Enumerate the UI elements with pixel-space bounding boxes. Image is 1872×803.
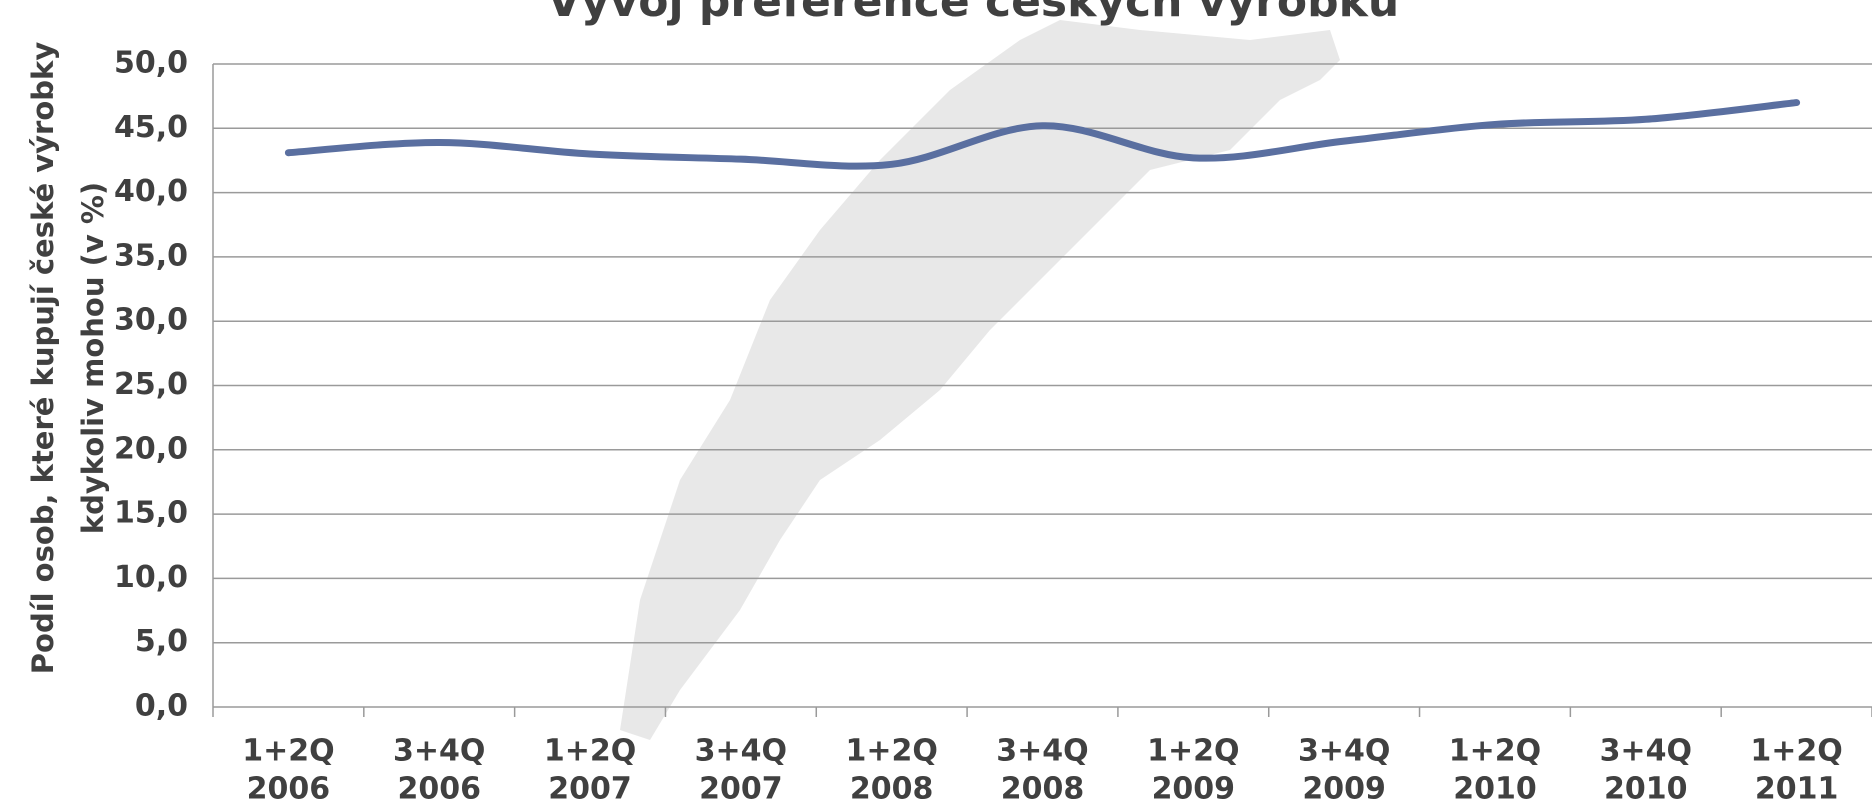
watermark bbox=[620, 20, 1340, 740]
x-tick-label: 2010 bbox=[1453, 772, 1537, 803]
x-tick-label: 2007 bbox=[699, 772, 783, 803]
x-tick-label: 2010 bbox=[1604, 772, 1688, 803]
y-tick-label: 35,0 bbox=[114, 238, 188, 273]
y-tick-label: 45,0 bbox=[114, 110, 188, 145]
x-tick-label: 3+4Q bbox=[1600, 734, 1692, 769]
x-tick-label: 2009 bbox=[1302, 772, 1386, 803]
x-tick-label: 1+2Q bbox=[1449, 734, 1541, 769]
y-tick-label: 50,0 bbox=[114, 46, 188, 81]
data-line bbox=[284, 99, 1801, 170]
x-tick-label: 3+4Q bbox=[996, 734, 1088, 769]
x-tick-label: 1+2Q bbox=[242, 734, 334, 769]
x-tick-label: 2009 bbox=[1152, 772, 1236, 803]
x-tick-label: 2007 bbox=[548, 772, 632, 803]
x-tick-label: 1+2Q bbox=[845, 734, 937, 769]
y-axis-label-line: Podíl osob, které kupují české výrobky bbox=[26, 42, 60, 675]
x-tick-label: 3+4Q bbox=[695, 734, 787, 769]
x-tick-label: 3+4Q bbox=[1298, 734, 1390, 769]
y-tick-label: 20,0 bbox=[114, 431, 188, 466]
x-tick-label: 1+2Q bbox=[1147, 734, 1239, 769]
chart-title: Vývoj preference českých výrobků bbox=[547, 0, 1399, 27]
x-tick-label: 2008 bbox=[1001, 772, 1085, 803]
y-tick-label: 10,0 bbox=[114, 560, 188, 595]
y-tick-label: 25,0 bbox=[114, 367, 188, 402]
y-tick-label: 0,0 bbox=[135, 689, 188, 724]
x-tick-label: 2008 bbox=[850, 772, 934, 803]
x-tick-label: 2011 bbox=[1755, 772, 1839, 803]
x-tick-label: 1+2Q bbox=[544, 734, 636, 769]
x-tick-label: 2006 bbox=[397, 772, 481, 803]
y-tick-label: 30,0 bbox=[114, 303, 188, 338]
y-tick-label: 40,0 bbox=[114, 174, 188, 209]
y-axis-label: Podíl osob, které kupují české výrobky k… bbox=[26, 42, 110, 675]
x-tick-label: 3+4Q bbox=[393, 734, 485, 769]
y-tick-label: 15,0 bbox=[114, 496, 188, 531]
x-tick-label: 2006 bbox=[247, 772, 331, 803]
y-axis-label-line: kdykoliv mohou (v %) bbox=[76, 182, 110, 534]
y-tick-label: 5,0 bbox=[135, 624, 188, 659]
x-tick-label: 1+2Q bbox=[1750, 734, 1842, 769]
